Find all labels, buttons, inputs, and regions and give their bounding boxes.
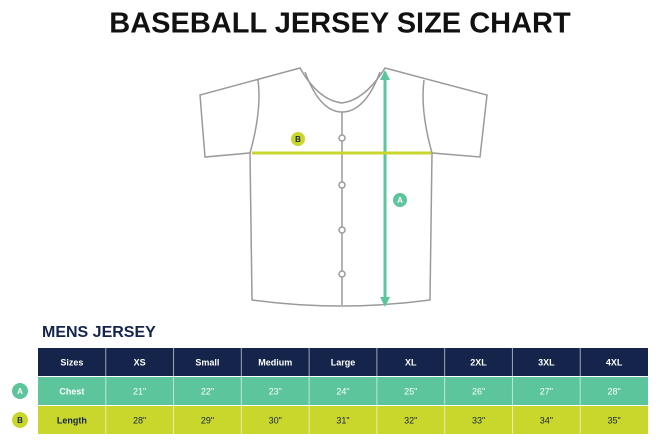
table-row [38,406,648,434]
table-cell: 24" [336,386,349,396]
table-cell: 23" [269,386,282,396]
length-marker: A [397,196,403,205]
table-cell: 31" [336,415,349,425]
chest-marker: B [295,135,301,144]
column-header: Sizes [60,357,83,367]
buttons [338,134,346,278]
table-cell: 35" [608,415,621,425]
row-marker-badge [12,412,28,428]
table-cell: 26" [472,386,485,396]
row-marker: A [17,387,23,396]
table-cell: 25" [404,386,417,396]
table-cell: 28" [133,415,146,425]
column-header: 4XL [606,357,623,367]
column-header: XS [134,357,146,367]
table-cell: Length [57,415,87,425]
row-marker-badge [12,383,28,399]
table-cell: 33" [472,415,485,425]
table-cell: 32" [404,415,417,425]
chest-measure: B [252,132,431,155]
row-marker: B [17,416,23,425]
table-cell: 22" [201,386,214,396]
table-title: MENS JERSEY [42,324,156,341]
column-header: Medium [258,357,292,367]
length-measure: A [380,70,407,307]
table-row [38,377,648,405]
column-header: Large [331,357,356,367]
table-cell: 27" [540,386,553,396]
table-cell: 34" [540,415,553,425]
table-cell: 21" [133,386,146,396]
table-cell: 28" [608,386,621,396]
column-header: 2XL [470,357,487,367]
column-header: XL [405,357,417,367]
column-header: 3XL [538,357,555,367]
table-cell: 30" [269,415,282,425]
table-cell: Chest [59,386,84,396]
table-cell: 29" [201,415,214,425]
column-header: Small [195,357,219,367]
title: BASEBALL JERSEY SIZE CHART [109,8,571,40]
size-table: Sizes XS Small Medium Large XL 2XL 3XL 4XL A Chest… [12,348,648,434]
header-row [38,348,648,376]
